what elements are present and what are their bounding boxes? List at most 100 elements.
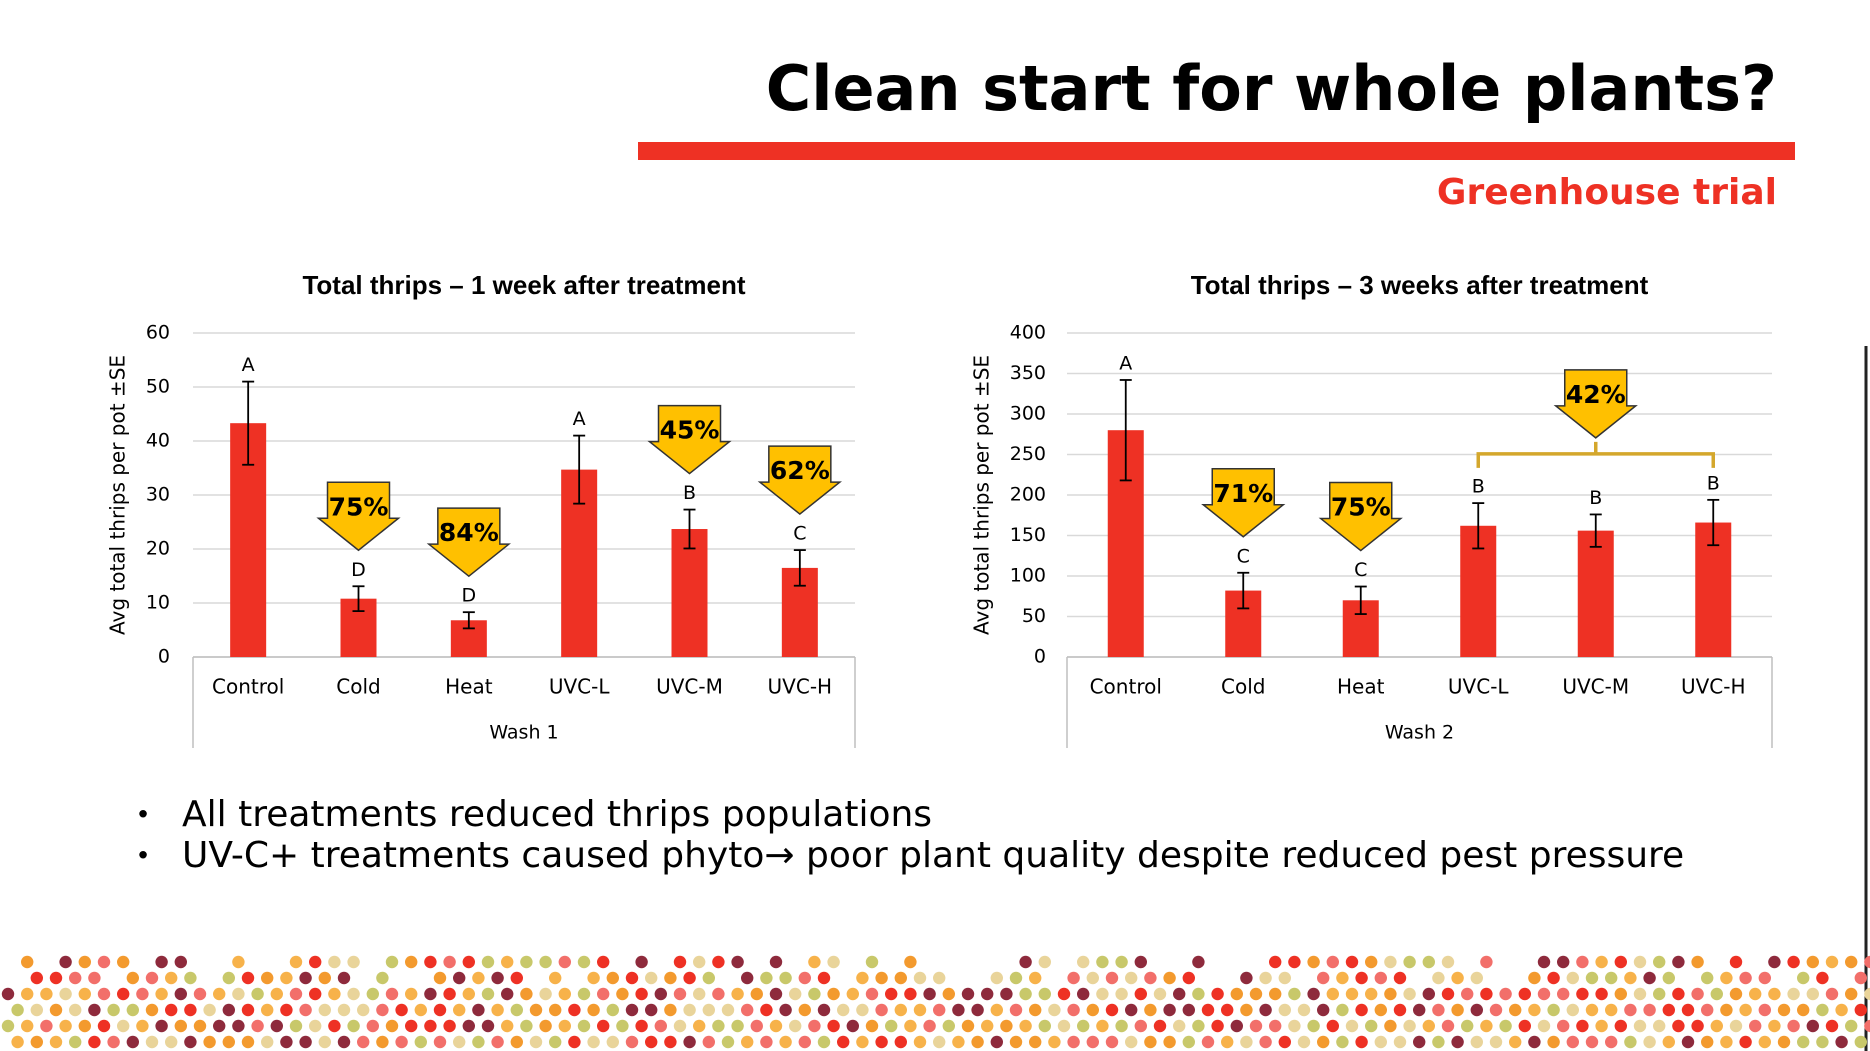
decor-dot xyxy=(1854,971,1868,985)
decor-dot xyxy=(1566,1003,1580,1017)
decor-dot xyxy=(789,1019,802,1033)
decor-dot xyxy=(1038,1019,1052,1033)
decor-dot xyxy=(625,1003,639,1017)
decor-dot xyxy=(798,1003,811,1017)
decor-dot xyxy=(856,971,869,985)
decor-dot xyxy=(990,1035,1003,1049)
decor-dot xyxy=(1288,955,1301,969)
decor-dot xyxy=(817,1035,831,1049)
decor-dot xyxy=(1259,1035,1272,1049)
decor-dot xyxy=(337,1003,351,1017)
decor-dot xyxy=(357,1003,370,1017)
decor-dot xyxy=(1691,955,1704,969)
x-tick-label: Heat xyxy=(445,675,493,699)
decor-dot xyxy=(1009,1003,1023,1017)
decor-dot xyxy=(1720,1035,1733,1049)
decor-dot xyxy=(1240,1003,1253,1017)
decor-dot xyxy=(1077,987,1090,1001)
decor-dot xyxy=(366,987,379,1001)
decor-dot xyxy=(481,1019,495,1033)
decor-dot xyxy=(1557,1019,1570,1033)
decor-dot xyxy=(971,1003,984,1017)
decor-dot xyxy=(1029,1035,1042,1049)
decor-dot xyxy=(1758,1003,1772,1017)
decor-dot xyxy=(1288,987,1301,1001)
y-axis-label: Avg total thrips per pot ±SE xyxy=(970,355,994,635)
decor-dot xyxy=(702,1035,715,1049)
decor-dot xyxy=(328,987,341,1001)
decor-dot xyxy=(1518,1019,1532,1033)
decor-dot xyxy=(1854,1035,1868,1049)
decor-dot xyxy=(1662,1003,1676,1017)
decor-dot xyxy=(1211,987,1224,1001)
decor-dot xyxy=(779,1035,792,1049)
decor-dot xyxy=(1643,1035,1656,1049)
decor-dot xyxy=(453,971,466,985)
decor-dot xyxy=(155,1019,168,1033)
decor-dot xyxy=(193,987,207,1001)
decor-dot xyxy=(1480,987,1493,1001)
x-tick-label: Control xyxy=(212,675,284,699)
decor-dot xyxy=(433,971,447,985)
significance-letter: B xyxy=(683,482,696,504)
decor-dot xyxy=(385,1019,399,1033)
decor-dot xyxy=(1806,955,1820,969)
decor-dot xyxy=(1038,987,1052,1001)
x-tick-label: UVC-L xyxy=(549,675,611,699)
decor-dot xyxy=(213,987,226,1001)
decor-dot xyxy=(1144,1035,1157,1049)
decor-dot xyxy=(126,971,139,985)
decor-dot xyxy=(366,1019,379,1033)
decor-dot xyxy=(165,1003,178,1017)
x-tick-label: Cold xyxy=(336,675,380,699)
decor-dot xyxy=(913,1003,927,1017)
significance-letter: A xyxy=(242,354,255,376)
decor-dot xyxy=(337,971,351,985)
decor-dot xyxy=(1749,1019,1762,1033)
decor-dot xyxy=(376,971,389,985)
decor-dot xyxy=(952,1035,965,1049)
decor-dot xyxy=(1845,987,1858,1001)
decor-dot xyxy=(1537,955,1551,969)
decor-dot xyxy=(673,955,687,969)
decor-dot xyxy=(328,955,341,969)
decor-dot xyxy=(1374,1003,1388,1017)
decor-dot xyxy=(424,987,437,1001)
decor-dot xyxy=(933,1003,946,1017)
decor-dot xyxy=(1547,1003,1560,1017)
decor-dot xyxy=(577,955,591,969)
decor-dot xyxy=(309,955,322,969)
decor-dot xyxy=(1403,987,1416,1001)
x-tick-label: Control xyxy=(1090,675,1162,699)
decor-dot xyxy=(1086,1035,1100,1049)
decor-dot xyxy=(616,1019,629,1033)
callout-text: 75% xyxy=(1331,493,1391,522)
decor-dot xyxy=(952,1003,965,1017)
decor-dot xyxy=(673,1019,687,1033)
decor-dot xyxy=(1432,971,1445,985)
decor-dot xyxy=(1585,971,1599,985)
y-tick-label: 60 xyxy=(146,322,170,344)
decor-dot xyxy=(1672,955,1685,969)
decor-dot xyxy=(654,1019,667,1033)
decor-dot xyxy=(529,1035,543,1049)
decor-dot xyxy=(491,971,504,985)
decor-dot xyxy=(1614,987,1628,1001)
significance-letter: A xyxy=(1119,352,1132,374)
decor-dot xyxy=(117,1019,130,1033)
decor-dot xyxy=(1835,1035,1848,1049)
decor-dot xyxy=(145,1035,159,1049)
decor-dot xyxy=(673,987,687,1001)
decor-dot xyxy=(990,1003,1003,1017)
decor-dot xyxy=(1566,971,1580,985)
decor-dot xyxy=(155,987,168,1001)
decor-dot xyxy=(261,1003,274,1017)
y-tick-label: 400 xyxy=(1010,322,1046,344)
decor-dot xyxy=(1249,1019,1263,1033)
decor-dot xyxy=(683,971,696,985)
decor-dot xyxy=(184,1003,197,1017)
decor-dot xyxy=(193,1019,207,1033)
decor-dot xyxy=(1086,1003,1100,1017)
decor-dot xyxy=(520,955,533,969)
decor-dot xyxy=(30,971,43,985)
